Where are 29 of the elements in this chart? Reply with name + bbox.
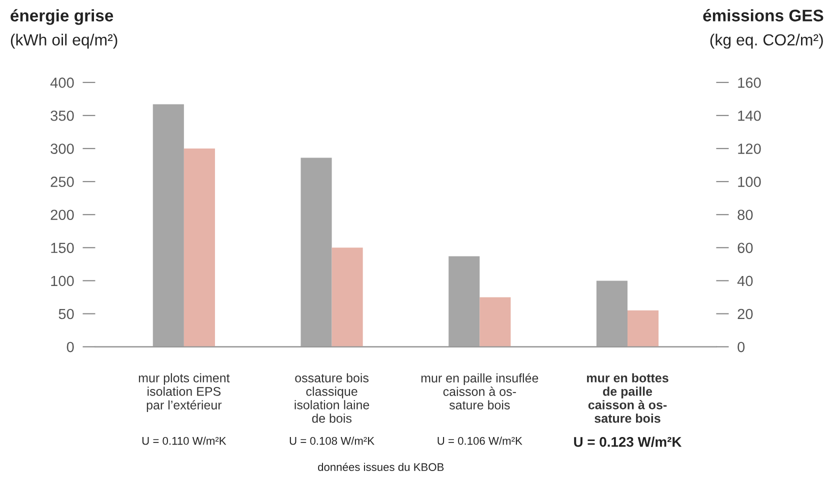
y-axis-title: énergie grise (kWh oil eq/m²): [10, 9, 118, 49]
y2-tick-label: 20: [738, 308, 753, 320]
y-tick-label: 0: [66, 342, 74, 352]
y2-tick-label: 0: [738, 342, 745, 352]
y-tick-label: 300: [50, 144, 74, 154]
x-tick-label: ossature bois classique isolation laine de bois: [294, 373, 370, 423]
y-tick-label: 50: [58, 308, 74, 320]
y-tick-label: 150: [51, 242, 74, 254]
y2-axis-title: émissions GES (kg eq. CO2/m²): [703, 9, 824, 49]
text: U = 0.106 W/m²K: [438, 436, 522, 445]
y2-tick-label: 120: [738, 144, 761, 154]
x-tick-label: mur en paille insuflée caisson à os- sature bois: [421, 373, 538, 410]
text: U = 0.123 W/m²K: [574, 436, 682, 447]
y2-tick-label: 140: [738, 110, 761, 121]
y2-tick-label: 160: [738, 78, 761, 88]
text: U = 0.108 W/m²K: [290, 436, 374, 445]
y2-tick-label: 100: [738, 176, 761, 187]
y2-tick-label: 40: [737, 276, 753, 286]
text: U = 0.110 W/m²K: [142, 436, 226, 445]
y-tick-label: 250: [50, 176, 74, 187]
x-tick-label: mur plots ciment isolation EPS par l’extérieur: [138, 373, 230, 412]
y-tick-label: 200: [50, 210, 74, 220]
y-tick-label: 400: [50, 78, 74, 88]
y2-tick-label: 80: [738, 210, 753, 220]
y-tick-label: 350: [50, 110, 74, 121]
x-tick-label: mur en bottes de paille caisson à os- sature bois: [587, 373, 668, 423]
y2-tick-label: 60: [738, 242, 753, 254]
text: données issues du KBOB: [318, 462, 444, 472]
y-tick-label: 100: [51, 276, 74, 286]
